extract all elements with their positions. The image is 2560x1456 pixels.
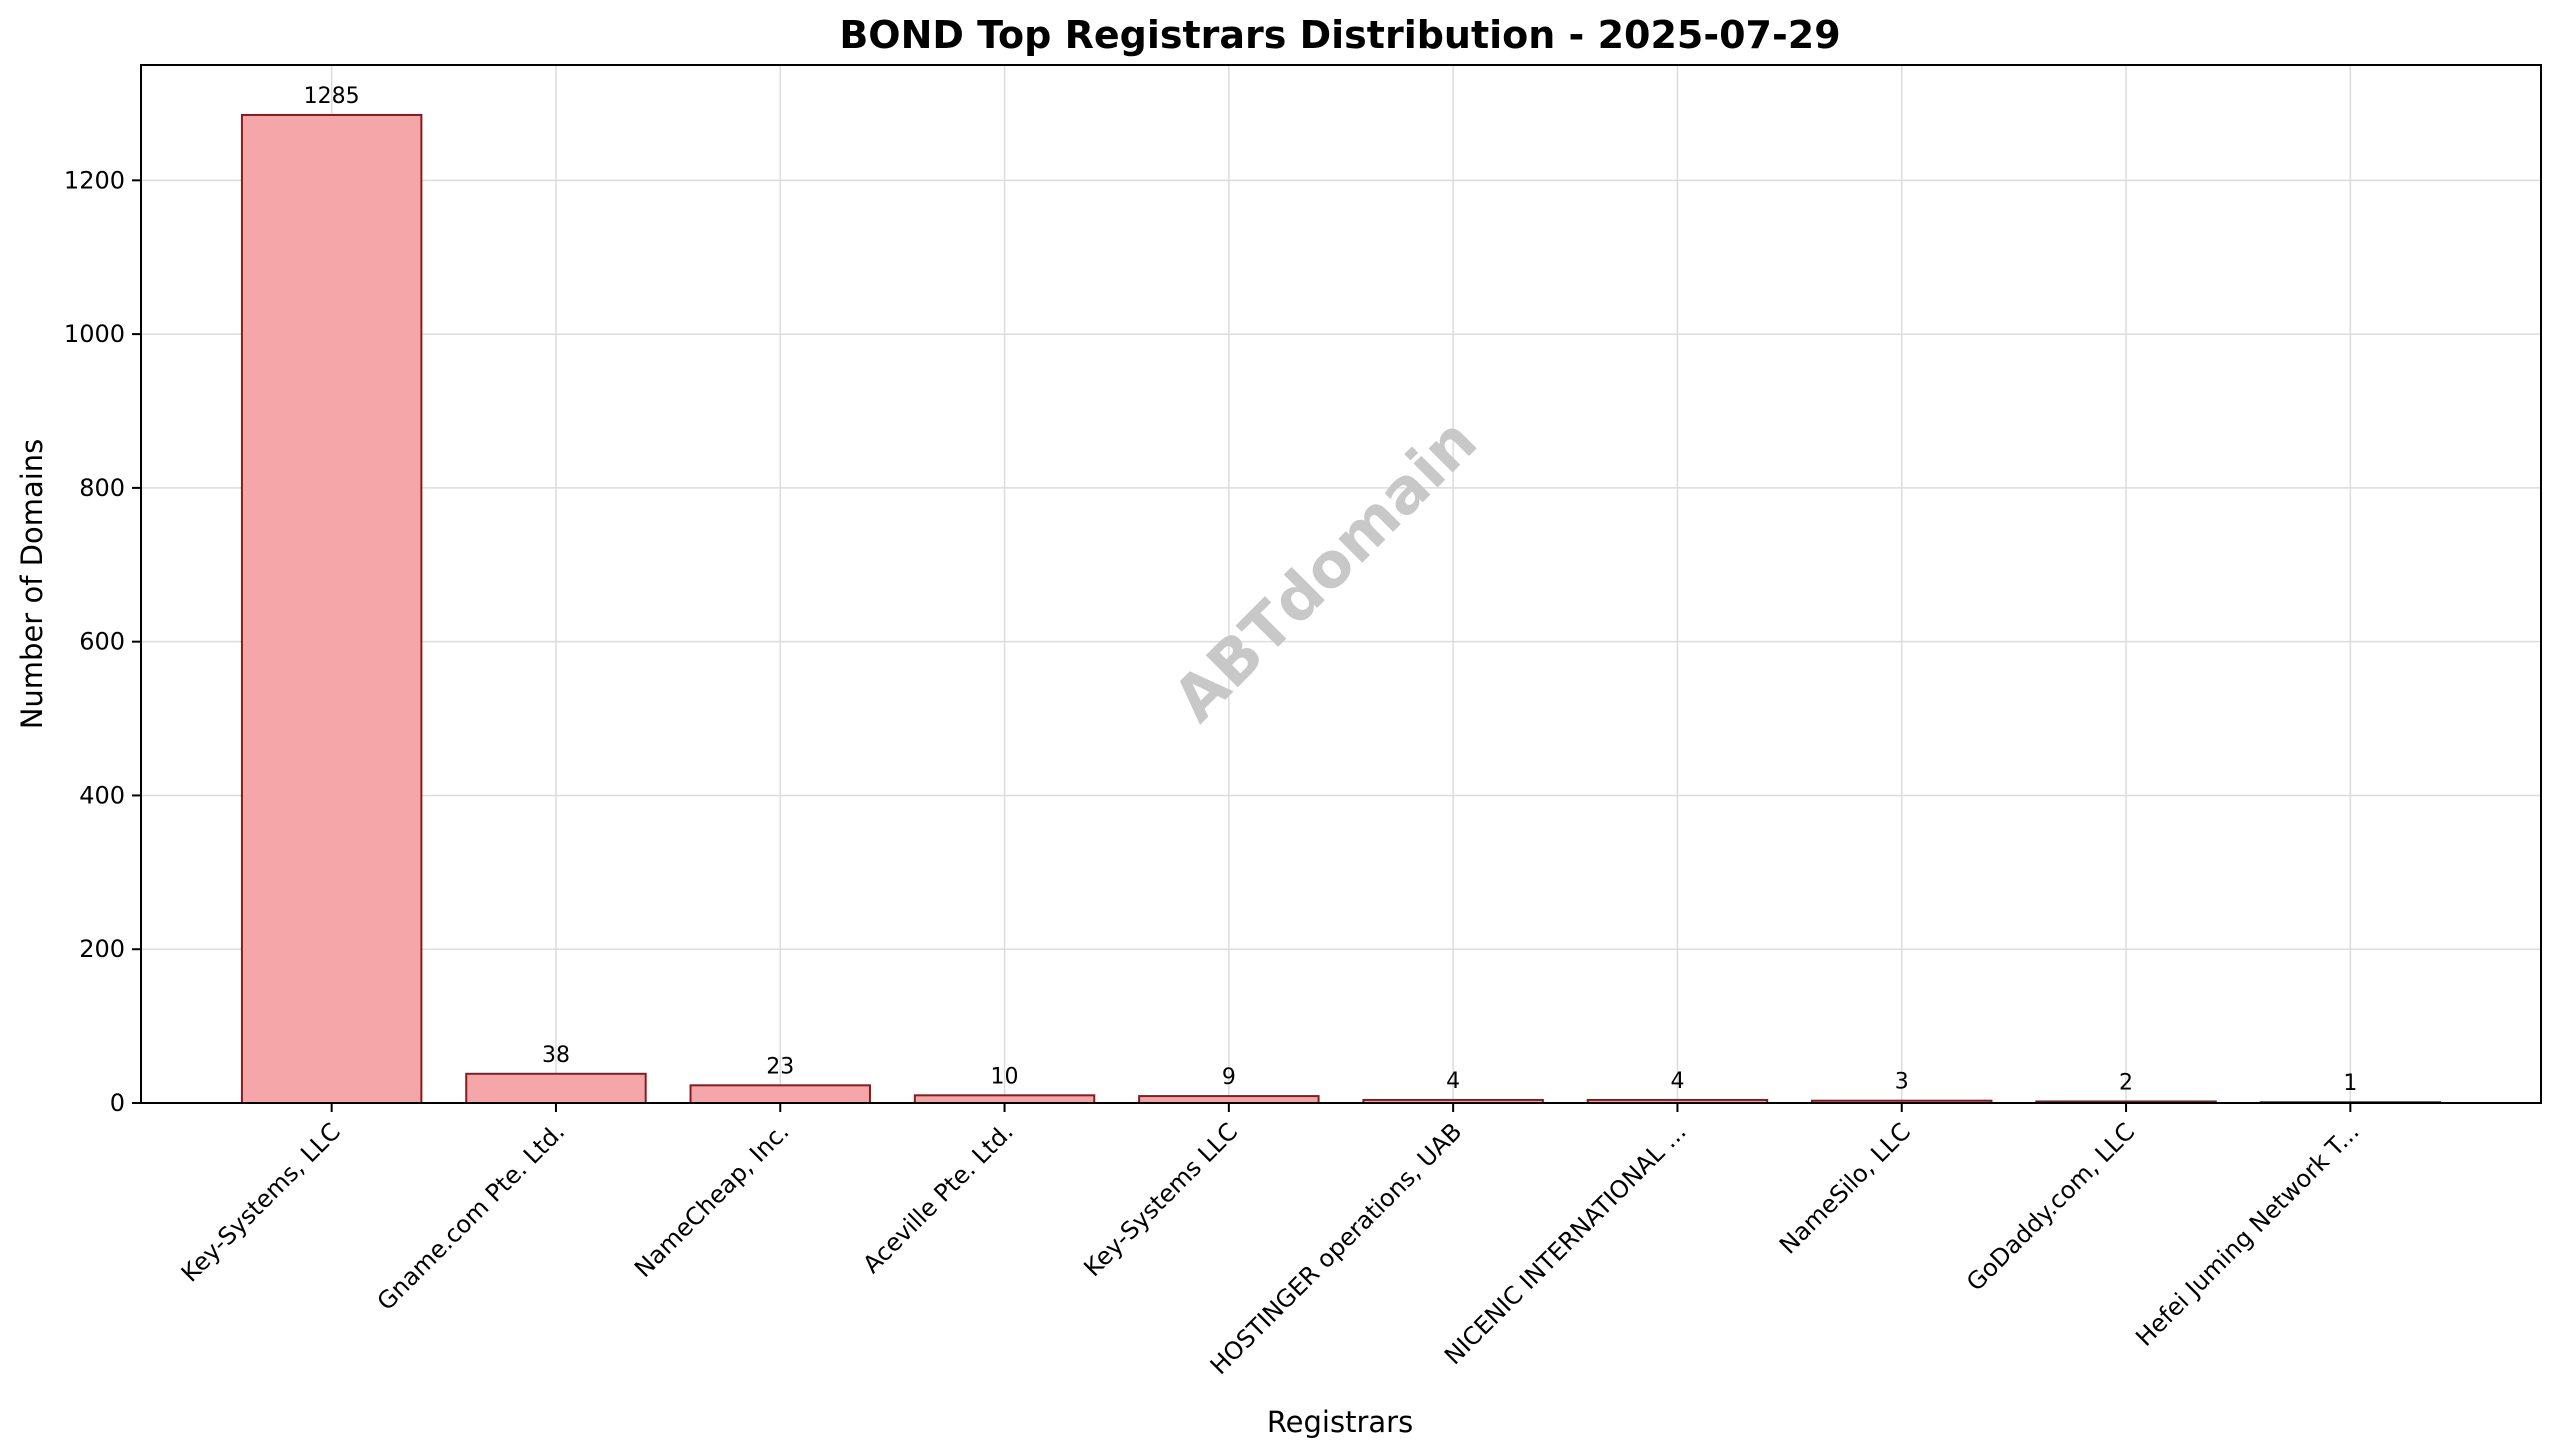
grid-lines (141, 65, 2541, 1104)
watermark: ABTdomain (1159, 404, 1491, 736)
data-label: 23 (766, 1054, 794, 1079)
y-tick-label: 800 (79, 474, 125, 502)
data-label: 3 (1895, 1070, 1909, 1095)
x-tick-label: NICENIC INTERNATIONAL ... (1439, 1117, 1692, 1370)
data-label: 10 (991, 1064, 1019, 1089)
y-tick-label: 600 (79, 628, 125, 656)
x-tick-label: GoDaddy.com, LLC (1961, 1117, 2140, 1296)
x-axis-ticks: Key-Systems, LLC Gname.com Pte. Ltd. NameC… (176, 1103, 2365, 1380)
x-tick-label: Gname.com Pte. Ltd. (372, 1117, 571, 1316)
data-label: 4 (1670, 1069, 1684, 1094)
bar (465, 1072, 647, 1105)
y-tick-label: 0 (110, 1089, 125, 1117)
data-labels: 1285 38 23 10 9 4 4 3 2 1 (304, 84, 2358, 1096)
x-tick-label: Key-Systems LLC (1078, 1117, 1243, 1282)
y-axis-label: Number of Domains (15, 439, 49, 730)
x-tick-label: NameCheap, Inc. (629, 1117, 794, 1282)
data-label: 1285 (304, 84, 360, 109)
bars (240, 113, 2442, 1105)
bar (1138, 1095, 1320, 1104)
x-tick-label: Aceville Pte. Ltd. (857, 1117, 1018, 1278)
y-tick-label: 1200 (64, 166, 125, 194)
bar (913, 1094, 1096, 1105)
y-tick-label: 400 (79, 781, 125, 809)
y-tick-label: 200 (79, 935, 125, 963)
data-label: 4 (1446, 1069, 1460, 1094)
x-tick-label: Hefei Juming Network T... (2130, 1117, 2364, 1351)
data-label: 38 (542, 1043, 570, 1068)
data-label: 1 (2343, 1071, 2357, 1096)
x-tick-label: NameSilo, LLC (1774, 1117, 1916, 1259)
data-label: 9 (1222, 1065, 1236, 1090)
x-tick-label: Key-Systems, LLC (176, 1117, 346, 1287)
y-axis-ticks: 0 200 400 600 800 1000 1200 (64, 166, 141, 1117)
plot-frame (140, 64, 2542, 1104)
y-tick-label: 1000 (64, 320, 125, 348)
bar (240, 113, 423, 1104)
data-label: 2 (2119, 1070, 2133, 1095)
chart-title: BOND Top Registrars Distribution - 2025-… (839, 13, 1840, 57)
bar (689, 1084, 871, 1104)
x-tick-label: HOSTINGER operations, UAB (1205, 1117, 1468, 1380)
x-axis-label: Registrars (1267, 1405, 1413, 1439)
